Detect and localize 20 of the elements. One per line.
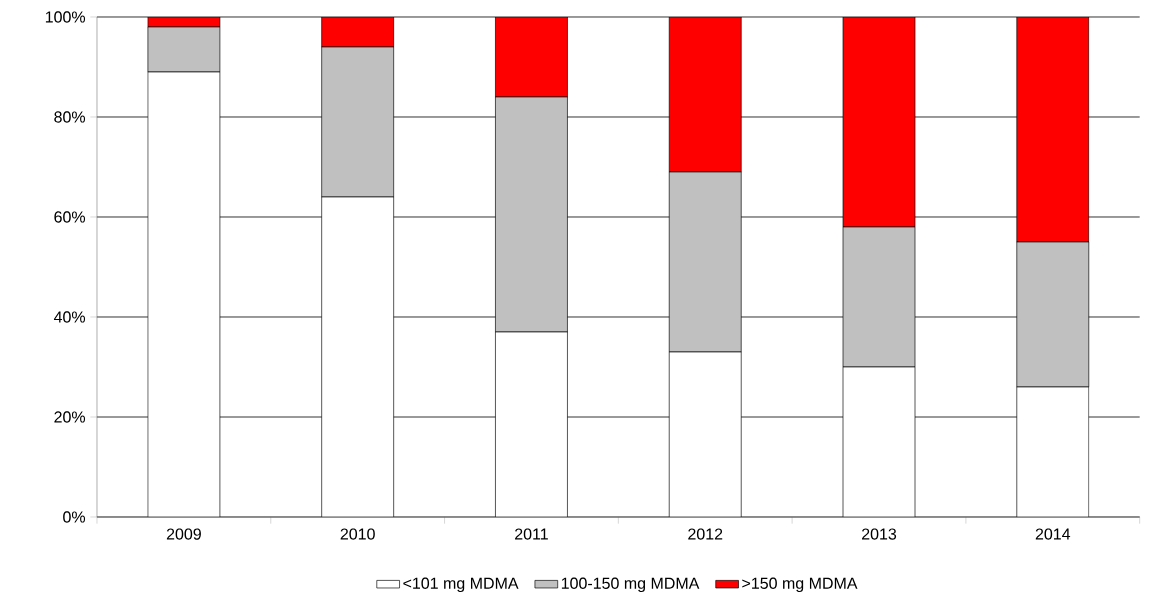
bar [1016, 16, 1090, 243]
y-tick-label: 0% [63, 511, 86, 523]
y-tick-label: 20% [54, 411, 86, 423]
legend-label: 100-150 mg MDMA [561, 577, 700, 593]
y-tick-label: 40% [53, 311, 86, 323]
x-tick-label: 2010 [340, 528, 375, 540]
legend-label: >150 mg MDMA [742, 577, 858, 593]
x-tick-label: 2011 [515, 528, 548, 540]
x-tick-label: 2013 [862, 528, 897, 540]
y-tick-label: 60% [54, 211, 86, 223]
bar [321, 16, 395, 48]
legend-label: <101 mg MDMA [403, 577, 519, 593]
bar [495, 16, 568, 98]
bar [842, 16, 916, 228]
x-tick-label: 2009 [166, 528, 201, 540]
y-tick-label: 80% [54, 111, 86, 123]
bar [668, 16, 742, 173]
x-tick-label: 2014 [1035, 528, 1071, 540]
x-tick-label: 2012 [688, 528, 723, 540]
y-tick-label: 100% [45, 11, 86, 23]
